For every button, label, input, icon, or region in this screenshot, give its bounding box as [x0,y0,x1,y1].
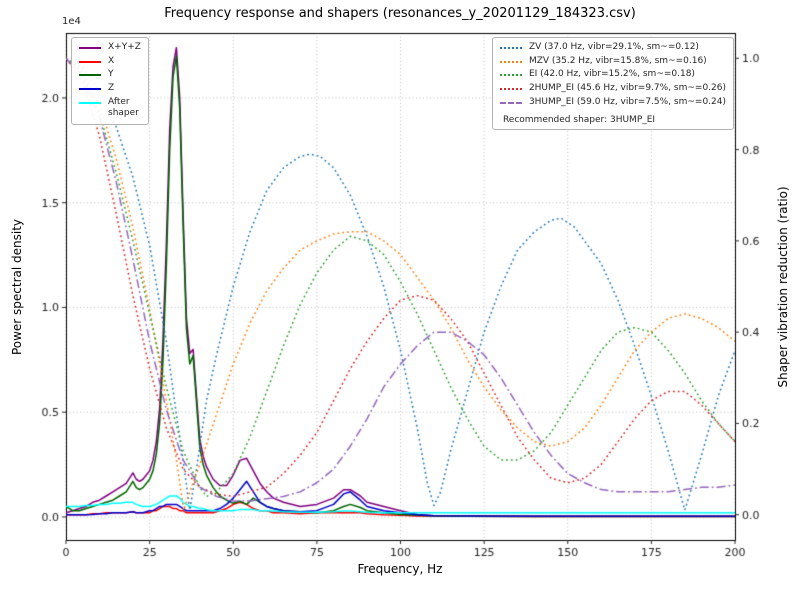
legend-item-label: After shaper [108,96,139,119]
line-swatch [499,60,522,63]
line-swatch [79,60,101,63]
line-swatch [79,47,101,49]
legend-item-label: Y [108,69,114,80]
line-swatch [79,88,101,91]
legend-item-label: 2HUMP_EI (45.6 Hz, vibr=9.7%, sm~=0.26) [528,83,726,94]
legend-item: 3HUMP_EI (59.0 Hz, vibr=7.5%, sm~=0.24) [499,96,726,109]
legend-item: MZV (35.2 Hz, vibr=15.8%, sm~=0.16) [499,55,726,68]
legend-item: ZV (37.0 Hz, vibr=29.1%, sm~=0.12) [499,42,726,54]
legend-item: X [79,56,141,68]
legend-item: Z [79,83,141,95]
legend-shapers: ZV (37.0 Hz, vibr=29.1%, sm~=0.12) MZV (… [491,37,734,131]
line-swatch [79,74,101,77]
legend-psd: X+Y+Z X Y Z After shaper [71,37,149,126]
y-axis-label-left: Power spectral density [10,218,24,356]
legend-item: After shaper [79,97,141,120]
legend-item: EI (42.0 Hz, vibr=15.2%, sm~=0.18) [499,69,726,81]
chart-title: Frequency response and shapers (resonanc… [164,6,636,21]
legend-item-label: EI (42.0 Hz, vibr=15.2%, sm~=0.18) [528,69,695,80]
line-swatch [499,47,522,49]
legend-item: Y [79,69,141,81]
legend-item-label: Z [108,83,115,94]
y-axis-label-right: Shaper vibration reduction (ratio) [776,186,790,388]
line-swatch [499,88,522,91]
legend-item-label: MZV (35.2 Hz, vibr=15.8%, sm~=0.16) [528,55,707,66]
line-swatch [499,101,522,104]
line-swatch [499,74,522,77]
legend-item-label: X [108,55,115,66]
legend-item-label: ZV (37.0 Hz, vibr=29.1%, sm~=0.12) [528,42,699,52]
legend-item: X+Y+Z [79,42,141,54]
x-axis-label: Frequency, Hz [357,562,443,576]
recommended-shaper-note: Recommended shaper: 3HUMP_EI [502,115,656,126]
axis-multiplier: 1e4 [62,16,81,27]
legend-item-label: X+Y+Z [108,42,141,52]
legend-item: 2HUMP_EI (45.6 Hz, vibr=9.7%, sm~=0.26) [499,83,726,95]
line-swatch [79,101,101,104]
legend-item-label: 3HUMP_EI (59.0 Hz, vibr=7.5%, sm~=0.24) [528,96,726,107]
